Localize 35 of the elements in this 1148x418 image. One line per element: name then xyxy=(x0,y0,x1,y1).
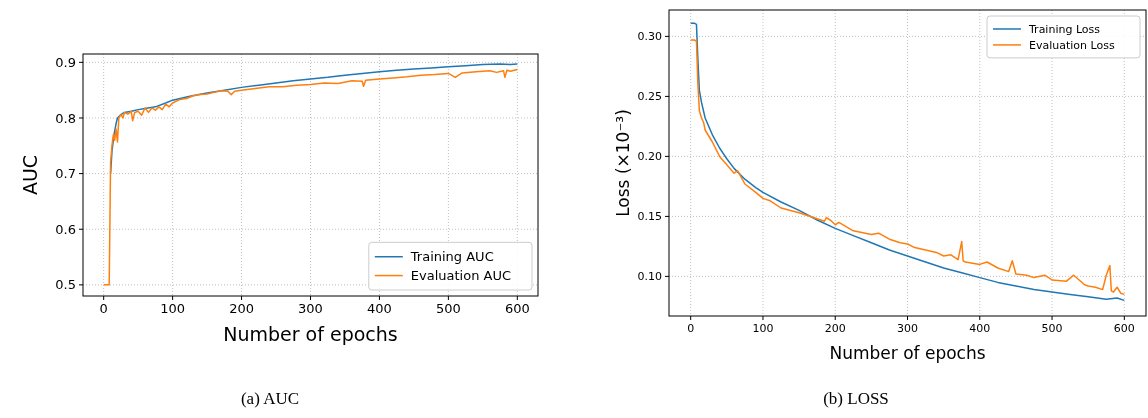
text: (a) AUC xyxy=(240,389,300,408)
x-tick-label: 100 xyxy=(752,321,774,335)
y-tick-label: 0.6 xyxy=(55,221,76,237)
x-axis-title: Number of epochs xyxy=(223,323,398,345)
x-tick-label: 200 xyxy=(824,321,846,335)
y-tick-label: 0.5 xyxy=(55,277,76,293)
y-tick-label: 0.30 xyxy=(637,30,662,44)
y-tick-label: 0.10 xyxy=(637,270,662,284)
y-tick-label: 0.7 xyxy=(55,166,76,182)
x-tick-label: 600 xyxy=(504,301,530,317)
y-tick-label: 0.15 xyxy=(637,210,662,224)
x-tick-label: 400 xyxy=(969,321,991,335)
legend-label: Training Loss xyxy=(1028,22,1101,36)
y-axis-title: AUC xyxy=(19,154,42,196)
y-tick-label: 0.25 xyxy=(637,90,662,104)
x-tick-label: 0 xyxy=(687,321,695,335)
legend-label: Evaluation AUC xyxy=(410,268,512,284)
x-tick-label: 500 xyxy=(1041,321,1063,335)
y-tick-label: 0.9 xyxy=(55,54,76,70)
y-axis-title: Loss (×10⁻³) xyxy=(613,109,634,217)
x-axis-title: Number of epochs xyxy=(829,343,986,363)
legend-label: Training AUC xyxy=(409,249,494,265)
x-tick-label: 300 xyxy=(298,301,323,317)
line-series xyxy=(102,68,519,286)
text: (b) LOSS xyxy=(823,389,889,408)
x-tick-label: 600 xyxy=(1113,321,1135,335)
legend-label: Evaluation Loss xyxy=(1029,38,1115,52)
x-tick-label: 0 xyxy=(99,301,108,317)
x-tick-label: 400 xyxy=(367,301,392,317)
x-tick-label: 200 xyxy=(229,301,254,317)
y-tick-label: 0.20 xyxy=(637,150,662,164)
x-tick-label: 500 xyxy=(435,301,461,317)
x-tick-label: 300 xyxy=(897,321,918,335)
x-tick-label: 100 xyxy=(160,301,186,317)
y-tick-label: 0.8 xyxy=(55,110,76,126)
